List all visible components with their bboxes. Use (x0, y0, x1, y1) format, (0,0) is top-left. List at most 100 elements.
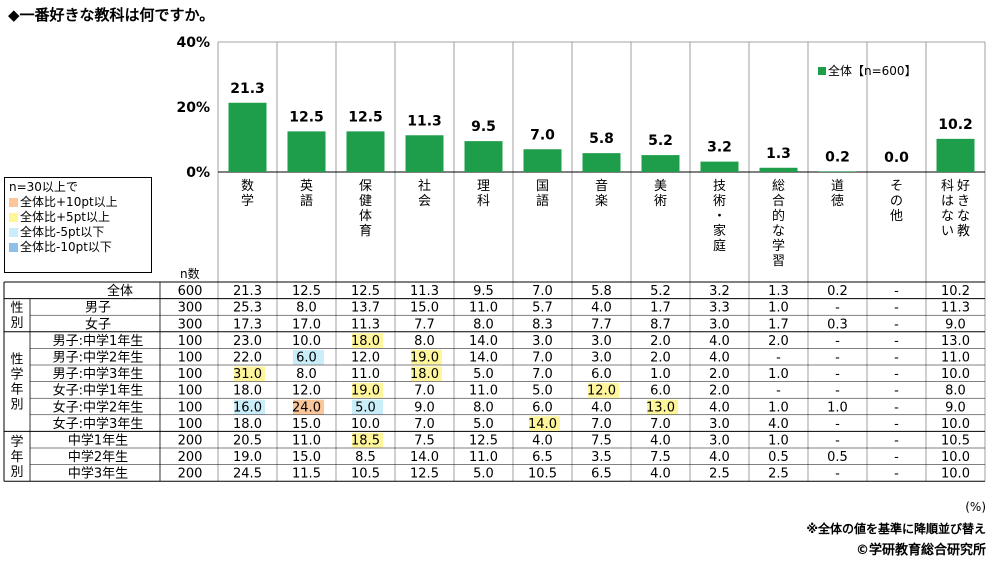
table-cell: 7.0 (532, 367, 553, 382)
table-cell: 2.0 (709, 367, 730, 382)
table-cell: - (894, 351, 899, 366)
table-cell: 11.5 (292, 467, 321, 482)
category-label: 英語 (300, 179, 313, 209)
bar (641, 155, 680, 172)
table-cell: 4.0 (709, 450, 730, 465)
row-n: 600 (178, 284, 203, 299)
row-n: 100 (178, 384, 203, 399)
legend-swatch (9, 243, 18, 252)
table-cell: 1.7 (768, 317, 789, 332)
table-cell: 10.0 (351, 417, 380, 432)
table-cell: - (894, 417, 899, 432)
y-tick-label: 0% (186, 165, 210, 181)
sort-note: ※全体の値を基準に降順並び替え (806, 522, 986, 536)
table-cell: 2.5 (768, 467, 789, 482)
table-cell: 16.0 (233, 400, 262, 415)
table-cell: 4.0 (768, 417, 789, 432)
table-cell: 4.0 (650, 434, 671, 449)
table-cell: 11.0 (292, 434, 321, 449)
category-label: その他 (890, 179, 903, 224)
table-cell: 7.0 (414, 384, 435, 399)
highlight-cell (411, 366, 442, 382)
bar-value-label: 21.3 (230, 81, 265, 97)
group-label: 性別 (10, 301, 23, 331)
table-cell: 10.5 (941, 434, 970, 449)
table-cell: 4.0 (591, 301, 612, 316)
table-cell: 7.5 (650, 450, 671, 465)
category-label: 数学 (241, 179, 254, 209)
table-cell: - (894, 384, 899, 399)
table-cell: 6.0 (650, 384, 671, 399)
highlight-cell (411, 349, 442, 365)
table-cell: 12.5 (410, 467, 439, 482)
category-label: 美術 (654, 179, 667, 209)
category-label: 理科 (477, 179, 490, 209)
legend-swatch (9, 213, 18, 222)
bar (228, 102, 267, 172)
table-cell: 8.0 (945, 384, 966, 399)
table-cell: - (894, 450, 899, 465)
table-cell: 10.0 (941, 417, 970, 432)
table-cell: 31.0 (233, 367, 262, 382)
table-cell: 5.7 (532, 301, 553, 316)
table-cell: 18.0 (233, 384, 262, 399)
table-cell: 1.0 (650, 367, 671, 382)
table-cell: 7.0 (591, 417, 612, 432)
legend-item: 全体比+5pt以上 (9, 210, 151, 225)
row-n: 100 (178, 417, 203, 432)
table-cell: 14.0 (528, 417, 557, 432)
table-cell: 2.0 (709, 384, 730, 399)
table-cell: 11.3 (410, 284, 439, 299)
highlight-cell (352, 383, 383, 398)
table-cell: - (894, 434, 899, 449)
table-cell: 11.0 (469, 301, 498, 316)
table-cell: 5.2 (650, 284, 671, 299)
table-cell: 12.0 (351, 351, 380, 366)
table-cell: 4.0 (709, 351, 730, 366)
row-label: 中学2年生 (68, 449, 128, 465)
highlight-cell (234, 366, 265, 382)
table-cell: 8.0 (473, 317, 494, 332)
row-label: 中学1年生 (68, 433, 128, 449)
category-label: 技術・家庭 (713, 179, 726, 254)
legend-label: 全体比+10pt以上 (20, 195, 118, 209)
table-cell: 2.5 (709, 467, 730, 482)
table-cell: 3.0 (709, 317, 730, 332)
table-cell: 8.0 (414, 334, 435, 349)
table-cell: - (835, 417, 840, 432)
row-n: 100 (178, 334, 203, 349)
table-cell: 6.0 (296, 351, 317, 366)
group-label: 性学年別 (10, 353, 23, 413)
table-cell: 3.0 (709, 417, 730, 432)
legend-item: 全体比-10pt以下 (9, 240, 151, 255)
table-cell: 24.5 (233, 467, 262, 482)
table-cell: - (835, 467, 840, 482)
table-cell: 23.0 (233, 334, 262, 349)
highlight-cell (352, 399, 383, 415)
row-label: 男子 (85, 301, 111, 316)
table-cell: 13.0 (646, 400, 675, 415)
table-cell: 9.5 (473, 284, 494, 299)
row-label: 中学3年生 (68, 466, 128, 482)
table-cell: - (894, 467, 899, 482)
table-cell: 3.2 (709, 284, 730, 299)
table-cell: 2.0 (650, 351, 671, 366)
category-label: 道徳 (831, 179, 844, 209)
bar-value-label: 12.5 (348, 109, 383, 125)
table-cell: 7.7 (414, 317, 435, 332)
table-cell: 17.3 (233, 317, 262, 332)
bar (523, 149, 562, 172)
table-cell: 3.0 (591, 334, 612, 349)
table-cell: 8.0 (296, 367, 317, 382)
row-label: 女子:中学2年生 (53, 399, 144, 415)
table-cell: 2.0 (768, 334, 789, 349)
table-cell: 5.0 (473, 367, 494, 382)
bar-value-label: 5.8 (589, 131, 614, 147)
table-cell: 21.3 (233, 284, 262, 299)
bar-value-label: 10.2 (938, 117, 973, 133)
row-n: 100 (178, 400, 203, 415)
bar (936, 138, 975, 172)
table-cell: 0.2 (827, 284, 848, 299)
table-cell: 4.0 (650, 467, 671, 482)
table-cell: 10.0 (941, 467, 970, 482)
